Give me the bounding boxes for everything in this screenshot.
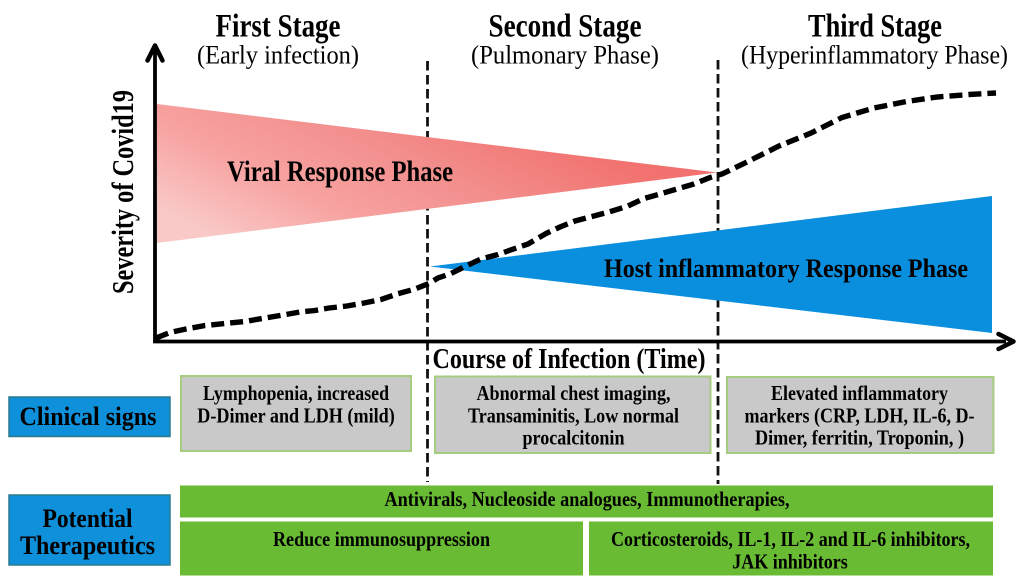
svg-text:Course of Infection (Time): Course of Infection (Time)	[433, 343, 706, 375]
svg-text:Severity of Covid19: Severity of Covid19	[105, 90, 140, 294]
svg-text:(Hyperinflammatory Phase): (Hyperinflammatory Phase)	[741, 41, 1008, 70]
svg-text:(Early infection): (Early infection)	[197, 41, 359, 70]
svg-text:Abnormal chest imaging,: Abnormal chest imaging,	[477, 381, 671, 405]
svg-text:Potential: Potential	[43, 504, 133, 533]
svg-text:Therapeutics: Therapeutics	[20, 531, 155, 560]
svg-text:Antivirals, Nucleoside analogu: Antivirals, Nucleoside analogues, Immuno…	[385, 487, 790, 511]
svg-text:Reduce immunosuppression: Reduce immunosuppression	[273, 527, 490, 551]
svg-text:First Stage: First Stage	[216, 9, 341, 45]
svg-text:Corticosteroids, IL-1, IL-2 an: Corticosteroids, IL-1, IL-2 and IL-6 inh…	[611, 527, 970, 551]
svg-text:Clinical signs: Clinical signs	[20, 402, 157, 431]
svg-text:Third Stage: Third Stage	[808, 9, 942, 45]
svg-text:Viral Response Phase: Viral Response Phase	[227, 155, 453, 188]
svg-text:JAK inhibitors: JAK inhibitors	[732, 550, 848, 574]
svg-text:Lymphopenia, increased: Lymphopenia, increased	[203, 381, 389, 405]
svg-text:Elevated inflammatory: Elevated inflammatory	[771, 381, 948, 405]
svg-text:(Pulmonary Phase): (Pulmonary Phase)	[471, 41, 659, 70]
svg-text:Host inflammatory Response Pha: Host inflammatory Response Phase	[604, 254, 968, 283]
svg-text:markers (CRP, LDH, IL-6, D-: markers (CRP, LDH, IL-6, D-	[745, 404, 975, 428]
svg-text:D-Dimer and LDH (mild): D-Dimer and LDH (mild)	[197, 404, 395, 428]
svg-text:procalcitonin: procalcitonin	[523, 426, 625, 450]
svg-text:Transaminitis, Low normal: Transaminitis, Low normal	[468, 404, 679, 428]
svg-text:Second Stage: Second Stage	[489, 9, 642, 45]
svg-text:Dimer, ferritin, Troponin, ): Dimer, ferritin, Troponin, )	[755, 426, 964, 450]
